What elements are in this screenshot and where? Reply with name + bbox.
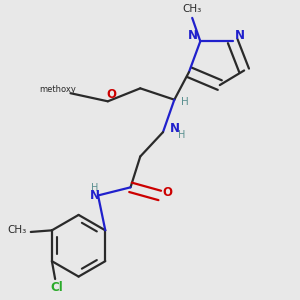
Text: N: N	[235, 29, 245, 42]
Text: N: N	[170, 122, 180, 135]
Text: O: O	[106, 88, 116, 101]
Text: H: H	[178, 130, 185, 140]
Text: H: H	[181, 97, 189, 107]
Text: H: H	[91, 183, 98, 193]
Text: CH₃: CH₃	[8, 225, 27, 235]
Text: CH₃: CH₃	[183, 4, 202, 14]
Text: N: N	[188, 29, 198, 42]
Text: N: N	[90, 189, 100, 202]
Text: Cl: Cl	[51, 281, 64, 294]
Text: O: O	[162, 186, 172, 199]
Text: methoxy: methoxy	[39, 85, 76, 94]
